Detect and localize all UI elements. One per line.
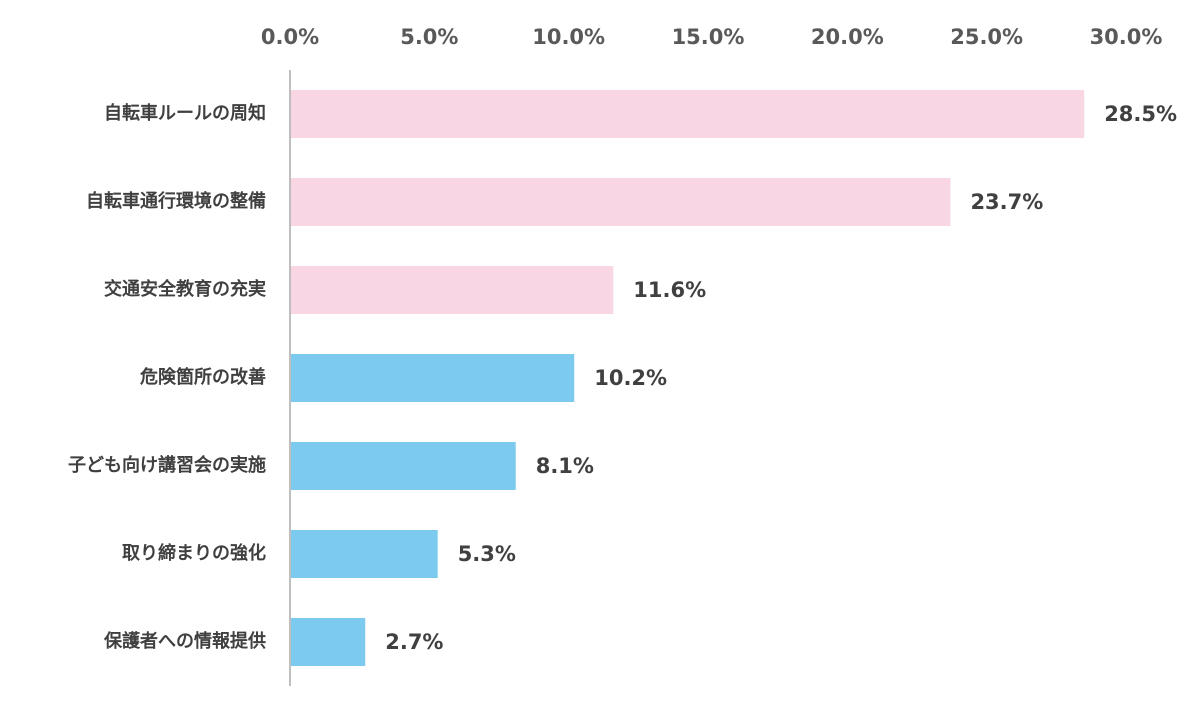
value-label: 8.1% — [536, 454, 594, 478]
x-tick-label: 10.0% — [532, 25, 605, 49]
category-label: 交通安全教育の充実 — [104, 278, 266, 300]
value-label: 11.6% — [633, 278, 706, 302]
bar — [290, 530, 438, 578]
category-label: 子ども向け講習会の実施 — [68, 454, 266, 476]
x-tick-label: 0.0% — [261, 25, 319, 49]
x-tick-label: 25.0% — [950, 25, 1023, 49]
bars — [290, 90, 1085, 666]
value-label: 2.7% — [385, 630, 443, 654]
category-labels: 自転車ルールの周知自転車通行環境の整備交通安全教育の充実危険箇所の改善子ども向け… — [68, 102, 266, 652]
category-label: 自転車通行環境の整備 — [86, 190, 266, 212]
x-axis-ticks: 0.0% 5.0% 10.0% 15.0% 20.0% 25.0% 30.0% — [261, 25, 1163, 49]
category-label: 自転車ルールの周知 — [104, 102, 266, 124]
value-label: 5.3% — [458, 542, 516, 566]
bar — [290, 442, 516, 490]
value-label: 28.5% — [1104, 102, 1177, 126]
value-labels: 28.5% 23.7% 11.6% 10.2% 8.1% 5.3% 2.7% — [385, 102, 1177, 654]
x-tick-label: 30.0% — [1090, 25, 1163, 49]
x-tick-label: 20.0% — [811, 25, 884, 49]
bar — [290, 266, 614, 314]
bar — [290, 354, 575, 402]
x-tick-label: 15.0% — [672, 25, 745, 49]
bar — [290, 178, 951, 226]
category-label: 危険箇所の改善 — [139, 366, 266, 388]
x-tick-label: 5.0% — [400, 25, 458, 49]
bar — [290, 618, 366, 666]
category-label: 取り締まりの強化 — [122, 542, 266, 564]
category-label: 保護者への情報提供 — [103, 630, 266, 652]
value-label: 10.2% — [594, 366, 667, 390]
value-label: 23.7% — [970, 190, 1043, 214]
bar — [290, 90, 1085, 138]
